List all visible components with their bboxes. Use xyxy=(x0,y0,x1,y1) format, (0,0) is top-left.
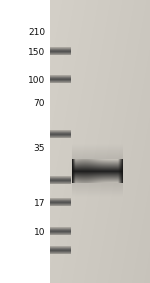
Text: 17: 17 xyxy=(33,199,45,208)
Text: 10: 10 xyxy=(33,228,45,237)
Text: 70: 70 xyxy=(33,99,45,108)
Text: 100: 100 xyxy=(28,76,45,85)
Text: 150: 150 xyxy=(28,48,45,57)
Text: 210: 210 xyxy=(28,28,45,37)
Text: 35: 35 xyxy=(33,144,45,153)
